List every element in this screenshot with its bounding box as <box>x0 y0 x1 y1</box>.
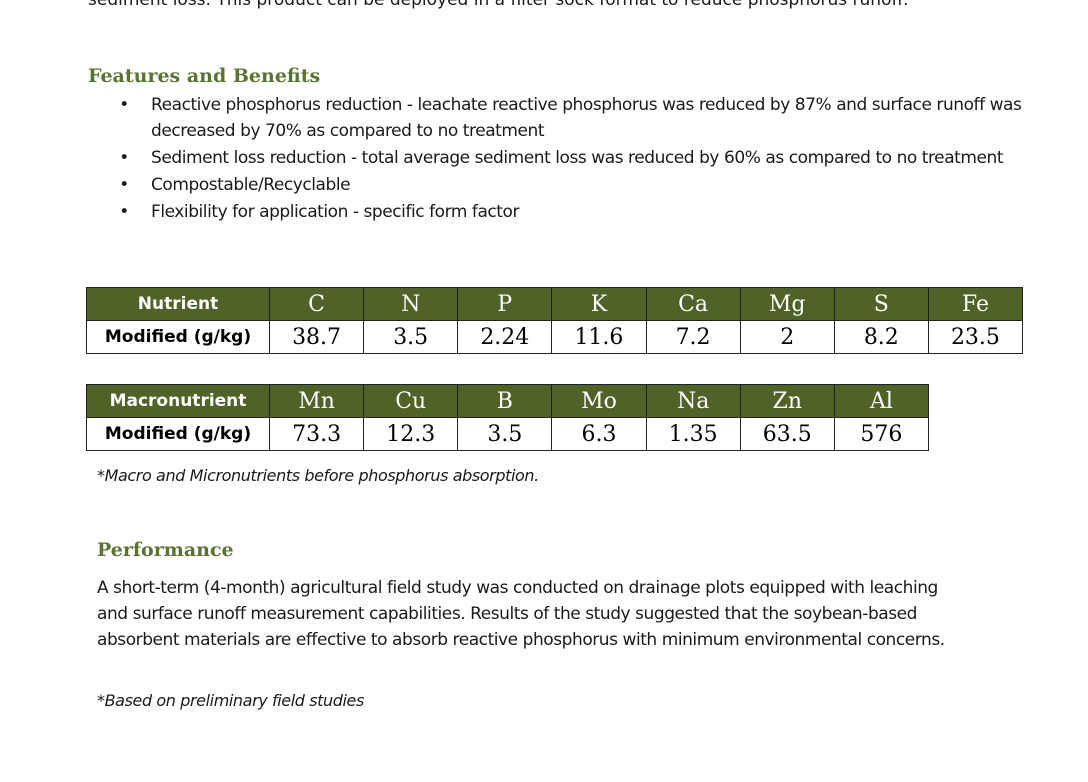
table-cell: 7.2 <box>645 320 741 354</box>
table-cell: 23.5 <box>927 320 1024 354</box>
table-cell: 11.6 <box>551 320 647 354</box>
nutrient-table: Nutrient C N P K Ca Mg S Fe Modified (g/… <box>86 287 1024 354</box>
table-row-label: Modified (g/kg) <box>86 417 270 451</box>
performance-paragraph: A short-term (4-month) agricultural fiel… <box>97 578 945 650</box>
list-item: • Compostable/Recyclable <box>88 172 1063 198</box>
table-cell: 6.3 <box>551 417 647 451</box>
table-cell: 63.5 <box>739 417 835 451</box>
list-item-text: Reactive phosphorus reduction - leachate… <box>151 95 1022 141</box>
list-item-text: Sediment loss reduction - total average … <box>151 148 1004 168</box>
table-header-cell: N <box>363 287 459 321</box>
list-item: • Sediment loss reduction - total average… <box>88 145 1063 171</box>
table-footnote: *Macro and Micronutrients before phospho… <box>97 466 539 485</box>
bullet-icon: • <box>119 175 129 195</box>
table-header-cell: C <box>268 287 365 321</box>
table-header-cell: P <box>457 287 553 321</box>
bullet-icon: • <box>119 95 129 115</box>
list-item-text: Compostable/Recyclable <box>151 175 351 195</box>
bullet-icon: • <box>119 148 129 168</box>
table-cell: 12.3 <box>363 417 459 451</box>
table-cell: 38.7 <box>268 320 365 354</box>
table-header-cell: Mn <box>268 384 365 418</box>
table-cell: 8.2 <box>833 320 929 354</box>
table-header-cell: Mg <box>739 287 835 321</box>
features-list: • Reactive phosphorus reduction - leachat… <box>88 92 1063 226</box>
table-row: Modified (g/kg) 38.7 3.5 2.24 11.6 7.2 2… <box>86 320 1024 354</box>
table-cell: 3.5 <box>457 417 553 451</box>
table-header-cell: B <box>457 384 553 418</box>
performance-heading: Performance <box>97 539 234 561</box>
performance-footnote: *Based on preliminary field studies <box>97 691 364 710</box>
table-header-row: Nutrient C N P K Ca Mg S Fe <box>86 287 1024 321</box>
list-item-text: Flexibility for application - specific f… <box>151 202 520 222</box>
table-cell: 2 <box>739 320 835 354</box>
table-header-cell: Fe <box>927 287 1024 321</box>
table-header-cell: Na <box>645 384 741 418</box>
table-header-cell: Al <box>833 384 930 418</box>
table-header-cell: S <box>833 287 929 321</box>
table-cell: 73.3 <box>268 417 365 451</box>
table-header-cell: Cu <box>363 384 459 418</box>
table-header-label: Macronutrient <box>86 384 270 418</box>
table-header-cell: Zn <box>739 384 835 418</box>
table-header-cell: Ca <box>645 287 741 321</box>
table-header-label: Nutrient <box>86 287 270 321</box>
list-item: • Reactive phosphorus reduction - leachat… <box>88 92 1063 144</box>
macronutrient-table: Macronutrient Mn Cu B Mo Na Zn Al Modifi… <box>86 384 930 451</box>
table-cell: 576 <box>833 417 930 451</box>
table-header-cell: K <box>551 287 647 321</box>
intro-text: sediment loss. This product can be deplo… <box>88 0 909 10</box>
bullet-icon: • <box>119 202 129 222</box>
table-row-label: Modified (g/kg) <box>86 320 270 354</box>
table-header-row: Macronutrient Mn Cu B Mo Na Zn Al <box>86 384 930 418</box>
table-cell: 1.35 <box>645 417 741 451</box>
table-header-cell: Mo <box>551 384 647 418</box>
table-cell: 2.24 <box>457 320 553 354</box>
table-row: Modified (g/kg) 73.3 12.3 3.5 6.3 1.35 6… <box>86 417 930 451</box>
features-heading: Features and Benefits <box>88 65 321 87</box>
list-item: • Flexibility for application - specific … <box>88 199 1063 225</box>
table-cell: 3.5 <box>363 320 459 354</box>
